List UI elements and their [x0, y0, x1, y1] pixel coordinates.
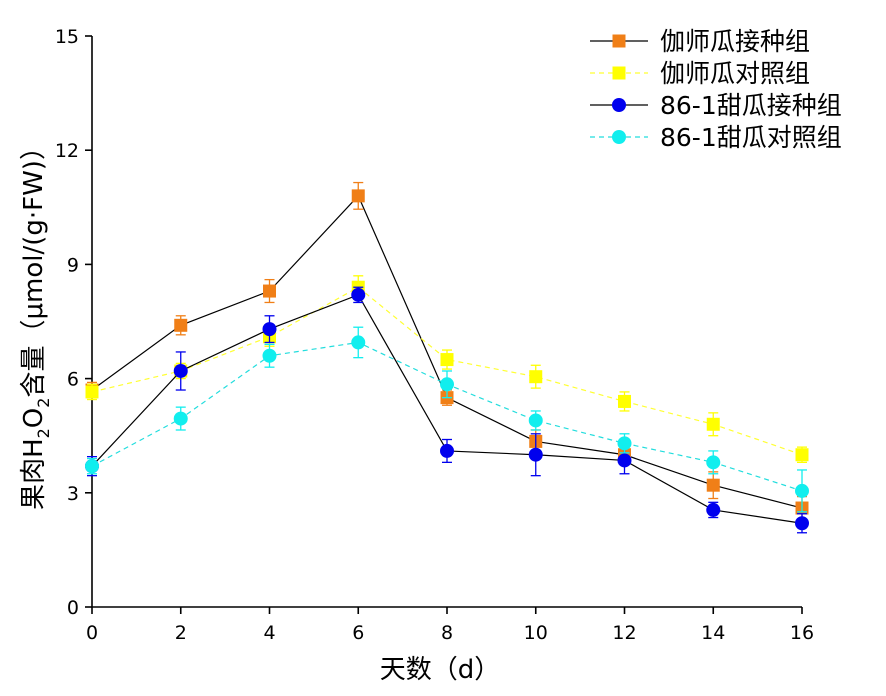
- legend-label: 伽师瓜对照组: [660, 59, 810, 88]
- legend-item: 伽师瓜接种组: [590, 27, 810, 56]
- x-tick-label: 14: [701, 622, 725, 644]
- data-point: [528, 413, 543, 428]
- legend-label: 86-1甜瓜接种组: [660, 91, 842, 120]
- y-tick-label: 6: [67, 369, 79, 391]
- y-ticks: 0 3 6 9 12 15: [55, 26, 92, 619]
- data-point: [706, 417, 720, 431]
- data-point: [529, 370, 543, 384]
- data-point: [173, 363, 188, 378]
- x-tick-label: 2: [175, 622, 187, 644]
- data-point: [173, 411, 188, 426]
- data-point: [618, 394, 631, 408]
- y-tick-label: 9: [67, 254, 79, 276]
- legend-item: 伽师瓜对照组: [590, 59, 810, 88]
- data-point: [706, 502, 721, 517]
- y-axis-title: 果肉H2O2含量（μmol/(g·FW)）: [19, 134, 53, 510]
- legend-marker: [612, 34, 626, 48]
- legend-item: 86-1甜瓜接种组: [590, 91, 842, 120]
- legend-item: 86-1甜瓜对照组: [590, 123, 842, 152]
- data-point: [440, 353, 454, 367]
- y-tick-label: 3: [67, 483, 79, 505]
- data-point: [351, 189, 365, 203]
- data-point: [85, 459, 99, 474]
- y-axis-title-prefix: 果肉H: [19, 438, 49, 510]
- y-axis-title-suffix: 含量（μmol/(g·FW)）: [19, 134, 49, 397]
- data-point: [528, 447, 543, 462]
- data-point: [440, 443, 454, 458]
- data-point: [262, 348, 277, 363]
- data-point: [440, 377, 454, 392]
- data-point: [795, 516, 809, 531]
- legend-marker: [612, 98, 626, 112]
- x-axis-title: 天数（d）: [380, 655, 501, 685]
- data-point: [85, 385, 99, 399]
- y-axis-title-sub1: 2: [34, 428, 53, 438]
- y-tick-label: 12: [55, 140, 79, 162]
- x-tick-label: 10: [524, 622, 548, 644]
- plot-area: [85, 181, 809, 534]
- data-point: [706, 455, 721, 470]
- data-point: [795, 448, 809, 462]
- data-point: [351, 335, 366, 350]
- data-point: [263, 284, 276, 298]
- series-line: [91, 294, 803, 524]
- legend-label: 86-1甜瓜对照组: [660, 123, 842, 152]
- y-axis-title-mid: O: [19, 408, 49, 428]
- data-point: [262, 322, 277, 337]
- x-tick-label: 12: [612, 622, 636, 644]
- x-tick-label: 8: [441, 622, 453, 644]
- x-tick-label: 4: [263, 622, 275, 644]
- data-point: [795, 483, 809, 498]
- y-tick-label: 0: [67, 597, 79, 619]
- legend-marker: [612, 66, 626, 80]
- series-2: [85, 286, 809, 534]
- series-3: [85, 326, 809, 513]
- data-point: [174, 318, 188, 332]
- y-axis-title-sub2: 2: [34, 398, 53, 408]
- data-point: [617, 453, 632, 468]
- x-tick-label: 0: [86, 622, 98, 644]
- legend-label: 伽师瓜接种组: [660, 27, 810, 56]
- data-point: [617, 436, 632, 451]
- series-1: [85, 275, 809, 463]
- x-tick-label: 16: [790, 622, 814, 644]
- x-ticks: 0 2 4 6 8 10 12 14 16: [86, 607, 814, 644]
- data-point: [351, 287, 366, 302]
- axes: [91, 36, 802, 608]
- legend-marker: [612, 130, 626, 144]
- data-point: [706, 478, 720, 492]
- x-tick-label: 6: [352, 622, 364, 644]
- y-tick-label: 15: [55, 26, 79, 48]
